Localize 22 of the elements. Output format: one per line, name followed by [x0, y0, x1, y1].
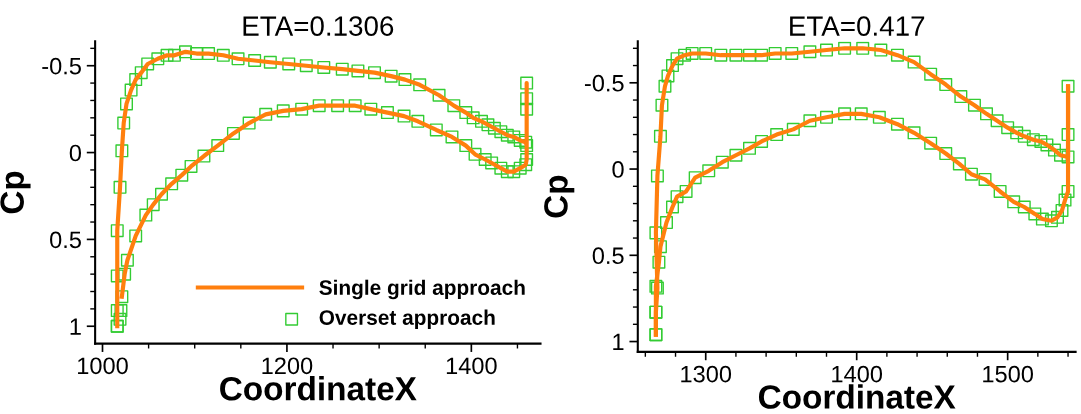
y-tick-label: 0.5 — [50, 231, 81, 249]
y-axis-title: Cp — [0, 171, 31, 214]
chart-title: ETA=0.1306 — [243, 16, 394, 36]
x-tick-label: 1000 — [78, 357, 128, 375]
x-tick-label: 1300 — [681, 365, 732, 383]
y-tick-label: -0.5 — [42, 57, 81, 75]
x-tick-label: 1500 — [983, 365, 1033, 383]
x-axis-title: CoordinateX — [220, 376, 417, 401]
legend-label: Overset approach — [319, 309, 495, 330]
chart-title: ETA=0.417 — [790, 16, 925, 36]
y-tick-label: -0.5 — [584, 74, 624, 92]
y-tick-label: 0 — [69, 144, 82, 162]
x-tick-label: 1200 — [262, 357, 313, 375]
x-axis-title: CoordinateX — [758, 384, 956, 409]
x-tick-label: 1400 — [832, 365, 883, 383]
y-tick-label: 1 — [70, 318, 81, 335]
x-tick-label: 1400 — [446, 357, 497, 375]
y-tick-label: 1 — [613, 333, 624, 351]
y-tick-label: 0 — [612, 161, 624, 178]
y-tick-label: 0.5 — [592, 247, 624, 265]
y-axis-title: Cp — [544, 175, 575, 218]
text: Single grid approach — [319, 279, 525, 300]
